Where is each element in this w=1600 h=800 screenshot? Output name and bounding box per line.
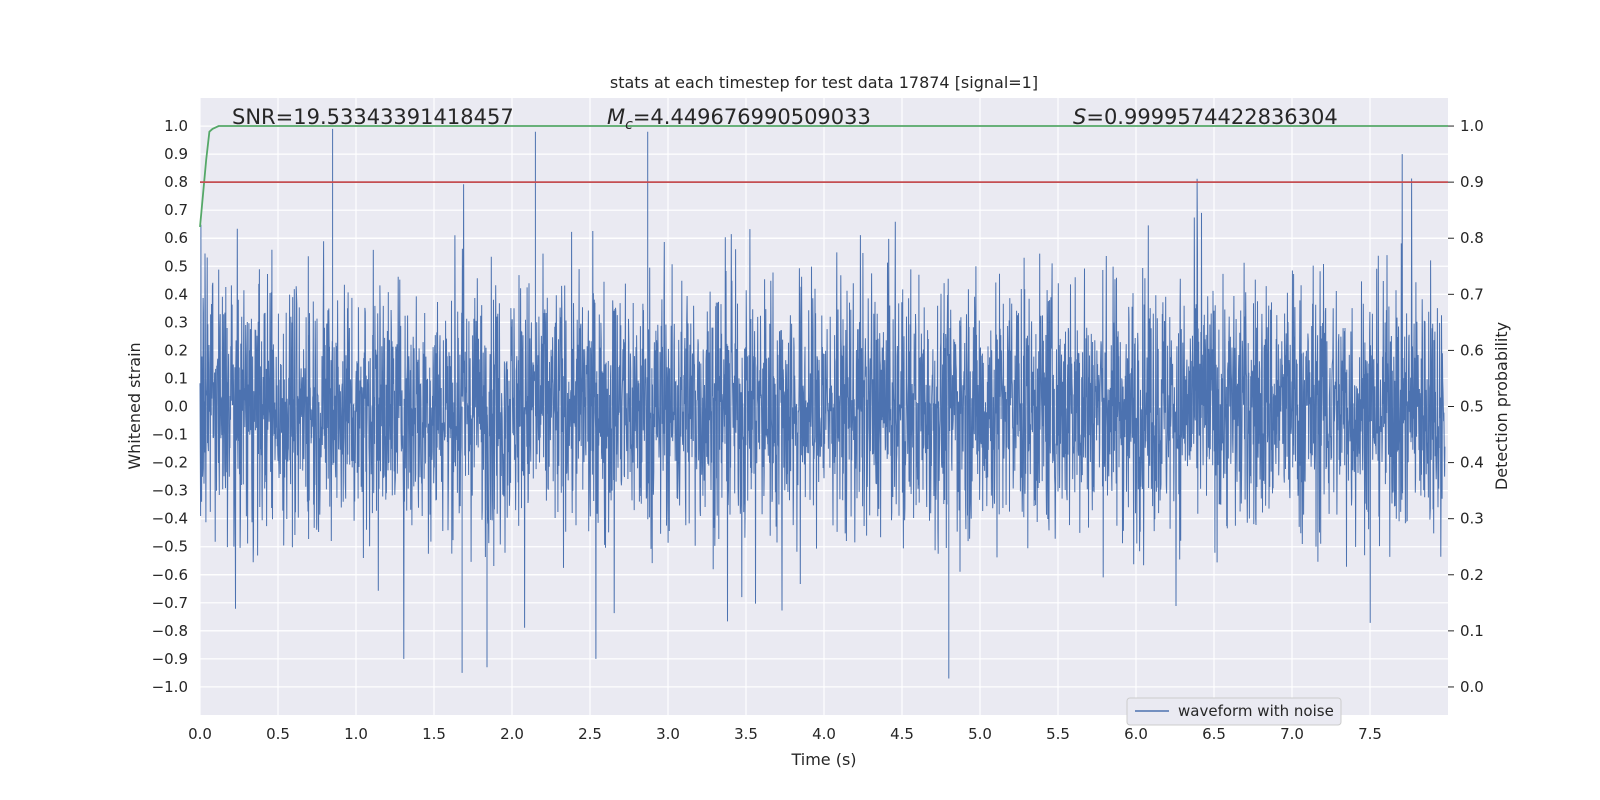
x-tick-label: 0.5: [266, 725, 290, 743]
y-tick-label: −0.1: [152, 426, 188, 444]
y-tick-label: −0.2: [152, 454, 188, 472]
significance-symbol: S: [1073, 105, 1086, 129]
right-tick-label: 0.0: [1460, 678, 1484, 696]
x-tick-label: 6.5: [1202, 725, 1226, 743]
right-tick-label: 0.2: [1460, 566, 1484, 584]
y-tick-label: −0.8: [152, 622, 188, 640]
right-tick-label: 0.7: [1460, 285, 1484, 303]
right-tick-label: 0.3: [1460, 510, 1484, 528]
chirp-mass-annotation: Mc=4.449676990509033: [607, 105, 871, 133]
waveform-series: [199, 128, 1446, 679]
x-axis-ticks: 0.0 0.5 1.0 1.5 2.0 2.5 3.0 3.5 4.0 4.5 5.0 5.5 6.0 6…: [188, 725, 1382, 743]
x-tick-label: 1.0: [344, 725, 368, 743]
right-axis-ticks: 1.0 0.9 0.8 0.7 0.6 0.5 0.4 0.3 0.2 0.1 0.0: [1448, 117, 1484, 696]
chirp-mass-value: =4.449676990509033: [633, 105, 871, 129]
y-tick-label: 0.6: [164, 229, 188, 247]
x-tick-label: 0.0: [188, 725, 212, 743]
x-tick-label: 4.0: [812, 725, 836, 743]
detection-probability-line: [199, 125, 1448, 228]
x-tick-label: 2.0: [500, 725, 524, 743]
y-tick-label: 0.5: [164, 257, 188, 275]
x-tick-label: 7.5: [1358, 725, 1382, 743]
significance-annotation: S=0.9999574422836304: [1073, 105, 1338, 129]
y-tick-label: 0.2: [164, 341, 188, 359]
legend-box: [1126, 697, 1342, 726]
y-tick-label: −0.9: [152, 650, 188, 668]
y-axis-ticks: 1.0 0.9 0.8 0.7 0.6 0.5 0.4 0.3 0.2 0.1 0.0 −0.1 −0.…: [152, 117, 188, 696]
x-tick-label: 2.5: [578, 725, 602, 743]
right-tick-label: 0.4: [1460, 454, 1484, 472]
y-axis-label: Whitened strain: [125, 342, 144, 469]
y-tick-label: 1.0: [164, 117, 188, 135]
y-tick-label: 0.7: [164, 201, 188, 219]
y-tick-label: −0.5: [152, 538, 188, 556]
chart-title: stats at each timestep for test data 178…: [610, 73, 1038, 92]
y-tick-label: −0.3: [152, 482, 188, 500]
y-tick-label: 0.9: [164, 145, 188, 163]
y-tick-label: −0.7: [152, 594, 188, 612]
y-tick-label: 0.3: [164, 313, 188, 331]
x-tick-label: 1.5: [422, 725, 446, 743]
x-axis-label: Time (s): [790, 750, 856, 769]
x-tick-label: 5.5: [1046, 725, 1070, 743]
y-tick-label: −0.4: [152, 510, 188, 528]
legend-label: waveform with noise: [1178, 702, 1334, 720]
y-tick-label: −1.0: [152, 678, 188, 696]
right-tick-label: 0.9: [1460, 173, 1484, 191]
right-tick-label: 0.6: [1460, 341, 1484, 359]
significance-value: =0.9999574422836304: [1086, 105, 1337, 129]
x-tick-label: 5.0: [968, 725, 992, 743]
snr-annotation: SNR=19.53343391418457: [232, 105, 514, 129]
x-tick-label: 7.0: [1280, 725, 1304, 743]
x-tick-label: 6.0: [1124, 725, 1148, 743]
probability-series: [199, 125, 1448, 228]
y-tick-label: 0.8: [164, 173, 188, 191]
waveform-line: [199, 128, 1446, 679]
right-tick-label: 1.0: [1460, 117, 1484, 135]
x-tick-label: 3.0: [656, 725, 680, 743]
chirp-mass-subscript: c: [625, 117, 633, 133]
right-tick-label: 0.5: [1460, 398, 1484, 416]
legend: waveform with noise: [1126, 697, 1342, 726]
y-tick-label: 0.0: [164, 398, 188, 416]
right-tick-label: 0.1: [1460, 622, 1484, 640]
x-tick-label: 3.5: [734, 725, 758, 743]
chirp-mass-symbol: M: [607, 105, 625, 129]
right-y-axis-label: Detection probability: [1492, 322, 1511, 490]
y-tick-label: 0.1: [164, 369, 188, 387]
y-tick-label: −0.6: [152, 566, 188, 584]
right-tick-label: 0.8: [1460, 229, 1484, 247]
x-tick-label: 4.5: [890, 725, 914, 743]
y-tick-label: 0.4: [164, 285, 188, 303]
